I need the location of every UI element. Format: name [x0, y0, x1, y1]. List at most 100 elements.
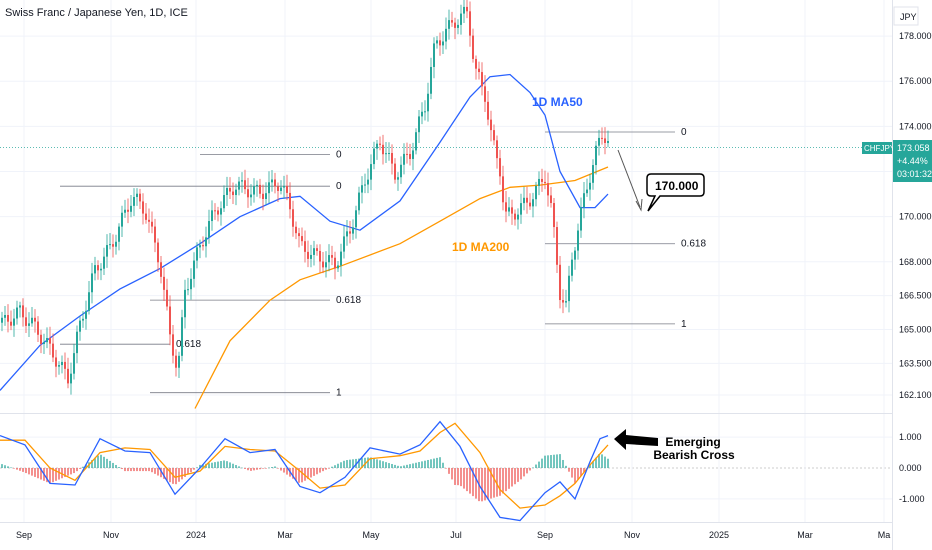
- macd-histogram-bar: [61, 468, 63, 479]
- candle-body: [67, 368, 69, 384]
- candle-body: [547, 183, 549, 196]
- candle-body: [331, 255, 333, 258]
- price-tick-label: 174.000: [899, 121, 932, 131]
- macd-histogram-bar: [421, 461, 423, 468]
- macd-histogram-bar: [253, 468, 255, 471]
- price-change: +4.44%: [897, 156, 928, 166]
- macd-histogram-bar: [112, 462, 114, 468]
- candle-body: [376, 143, 378, 149]
- macd-histogram-bar: [265, 468, 267, 469]
- candle-body: [73, 353, 75, 374]
- candle-body: [487, 101, 489, 120]
- macd-histogram-bar: [64, 468, 66, 477]
- macd-histogram-bar: [160, 468, 162, 478]
- chart-title: Swiss Franc / Japanese Yen, 1D, ICE: [5, 7, 188, 19]
- candle-body: [370, 164, 372, 180]
- macd-histogram-bar: [163, 468, 165, 479]
- price-tick-label: 168.000: [899, 257, 932, 267]
- candle-body: [364, 184, 366, 186]
- candle-body: [178, 355, 180, 368]
- macd-histogram-bar: [442, 462, 444, 468]
- macd-histogram-bar: [145, 468, 147, 472]
- macd-histogram-bar: [157, 468, 159, 476]
- macd-histogram-bar: [436, 457, 438, 468]
- candle-body: [373, 148, 375, 165]
- macd-histogram-bar: [541, 458, 543, 468]
- macd-histogram-bar: [328, 468, 330, 469]
- macd-histogram-bar: [451, 468, 453, 480]
- candle-body: [346, 231, 348, 237]
- candle-body: [439, 40, 441, 46]
- macd-histogram-bar: [154, 468, 156, 474]
- candle-body: [451, 20, 453, 23]
- macd-histogram-bar: [151, 468, 153, 473]
- candle-body: [322, 261, 324, 268]
- macd-histogram-bar: [268, 467, 270, 469]
- candle-body: [463, 6, 465, 14]
- macd-histogram-bar: [232, 463, 234, 468]
- macd-histogram-bar: [130, 468, 132, 472]
- macd-histogram-bar: [484, 468, 486, 501]
- macd-histogram-bar: [415, 462, 417, 468]
- macd-histogram-bar: [433, 458, 435, 468]
- time-tick-label: Sep: [537, 530, 553, 540]
- candle-body: [580, 207, 582, 231]
- macd-histogram-bar: [565, 465, 567, 468]
- time-tick-label: 2024: [186, 530, 206, 540]
- candle-body: [130, 205, 132, 212]
- candle-body: [265, 193, 267, 199]
- macd-histogram-bar: [547, 455, 549, 468]
- macd-histogram-bar: [259, 468, 261, 470]
- candle-body: [100, 268, 102, 271]
- macd-histogram-bar: [607, 458, 609, 468]
- macd-histogram-bar: [526, 468, 528, 474]
- macd-histogram-bar: [514, 468, 516, 485]
- candle-body: [154, 226, 156, 243]
- macd-histogram-bar: [55, 468, 57, 481]
- currency-box[interactable]: [893, 6, 919, 26]
- candle-body: [1, 317, 3, 323]
- candle-body: [271, 179, 273, 183]
- candle-body: [334, 257, 336, 269]
- candle-body: [496, 140, 498, 159]
- macd-histogram-bar: [76, 468, 78, 472]
- candle-body: [514, 213, 516, 220]
- macd-histogram-bar: [382, 461, 384, 468]
- candle-body: [49, 338, 51, 344]
- macd-histogram-bar: [445, 468, 447, 469]
- candle-body: [226, 188, 228, 196]
- macd-histogram-bar: [4, 465, 6, 468]
- candle-body: [598, 137, 600, 146]
- macd-histogram-bar: [376, 459, 378, 468]
- candle-body: [280, 187, 282, 191]
- macd-histogram-bar: [148, 468, 150, 472]
- macd-histogram-bar: [121, 468, 123, 470]
- macd-histogram-bar: [277, 468, 279, 469]
- cross-arrow: [614, 429, 658, 450]
- candle-body: [469, 11, 471, 36]
- macd-histogram-bar: [571, 468, 573, 478]
- candle-body: [22, 305, 24, 318]
- candle-body: [64, 361, 66, 369]
- candle-body: [34, 317, 36, 322]
- cross-label-line2: Bearish Cross: [653, 448, 735, 462]
- macd-histogram-bar: [139, 468, 141, 472]
- macd-histogram-bar: [283, 468, 285, 473]
- candle-body: [550, 195, 552, 204]
- cross-label-line1: Emerging: [665, 435, 720, 449]
- candle-body: [115, 241, 117, 247]
- macd-histogram-bar: [169, 468, 171, 483]
- candle-body: [385, 153, 387, 155]
- candle-body: [214, 210, 216, 212]
- fib-level-label: 0: [336, 181, 342, 192]
- macd-histogram-bar: [229, 462, 231, 468]
- candle-body: [592, 165, 594, 183]
- candle-body: [352, 227, 354, 234]
- candle-body: [424, 111, 426, 113]
- fib-level-label: 1: [336, 388, 342, 399]
- macd-histogram-bar: [538, 461, 540, 468]
- macd-histogram-bar: [115, 464, 117, 468]
- time-tick-label: Ma: [878, 530, 891, 540]
- candle-body: [535, 185, 537, 200]
- symbol-tag: CHFJPY: [864, 144, 896, 153]
